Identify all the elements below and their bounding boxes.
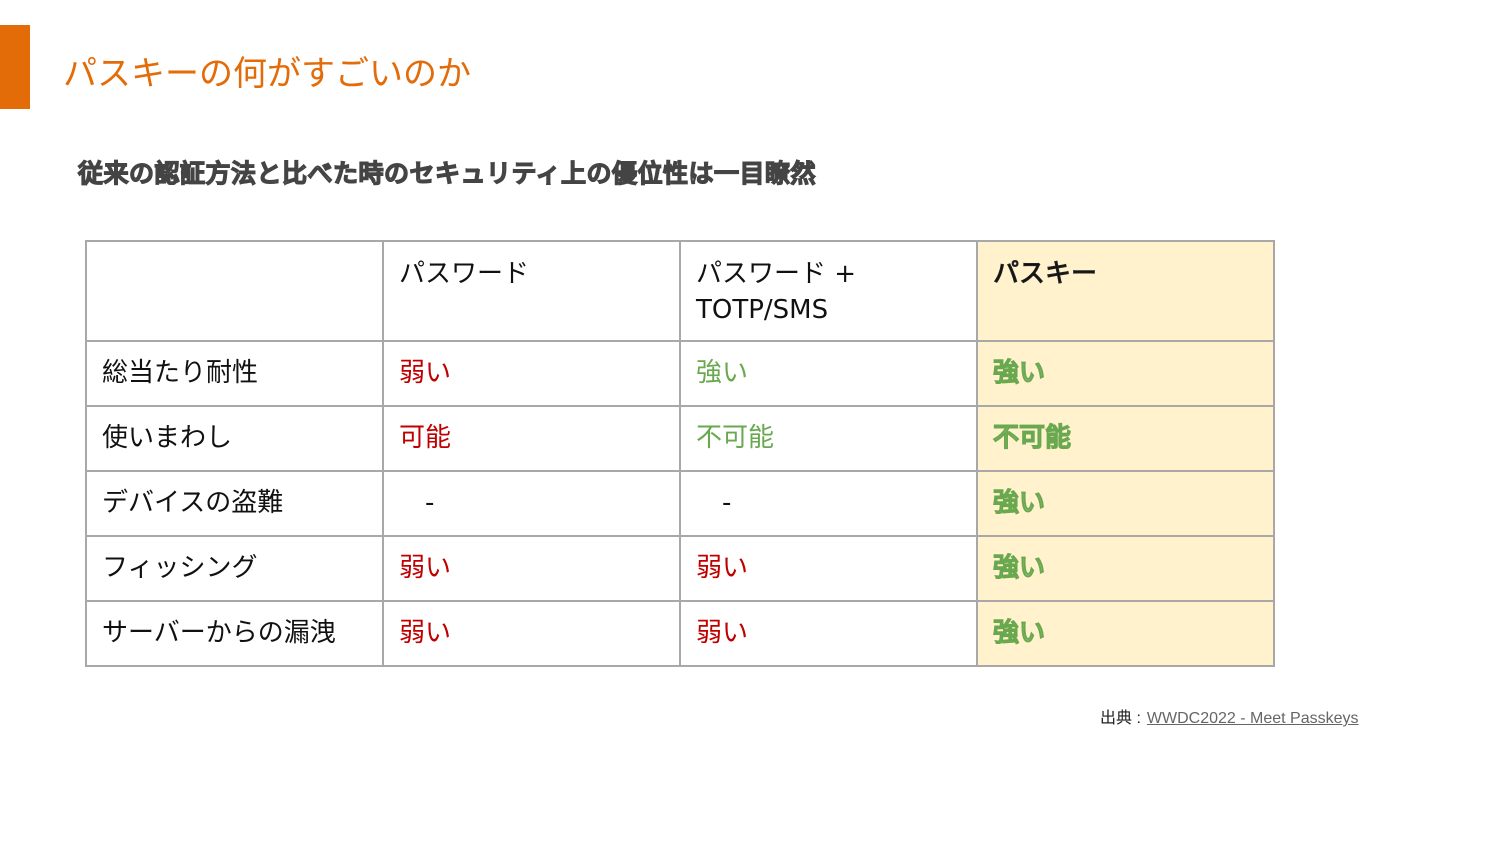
cell-password: 弱い [382,535,681,602]
slide-title: パスキーの何がすごいのか [63,54,471,94]
cell-passkey: 強い [976,340,1275,407]
cell-passkey-value: 強い [992,618,1046,649]
header-passkey-text: パスキー [992,259,1098,290]
row-label: サーバーからの漏洩 [85,600,384,667]
accent-bar [0,25,30,109]
source-link[interactable]: WWDC2022 - Meet Passkeys [1146,710,1359,727]
header-cell-passkey: パスキー [976,240,1275,342]
row-label: 総当たり耐性 [85,340,384,407]
table-row: 使いまわし 可能 不可能 不可能 [85,405,1275,472]
slide-subtitle: 従来の認証方法と比べた時のセキュリティ上の優位性は一目瞭然 [77,158,817,188]
cell-password-totp: 強い [679,340,978,407]
source-citation: 出典 : WWDC2022 - Meet Passkeys [1100,707,1359,731]
source-prefix: 出典 : [1100,710,1141,727]
table-row: デバイスの盗難 - - 強い [85,470,1275,537]
cell-passkey: 強い [976,535,1275,602]
cell-password: 可能 [382,405,681,472]
cell-passkey-value: 強い [992,358,1046,389]
header-cell-password-totp: パスワード + TOTP/SMS [679,240,978,342]
cell-dash: - [425,488,435,518]
cell-dash: - [722,488,732,518]
cell-password: 弱い [382,600,681,667]
cell-passkey: 強い [976,600,1275,667]
comparison-table: パスワード パスワード + TOTP/SMS パスキー 総当たり耐性 弱い 強い… [85,240,1275,667]
cell-password-totp: 弱い [679,600,978,667]
table-row: サーバーからの漏洩 弱い 弱い 強い [85,600,1275,667]
row-label: 使いまわし [85,405,384,472]
header-cell-password: パスワード [382,240,681,342]
cell-password-totp: 不可能 [679,405,978,472]
cell-passkey-value: 強い [992,488,1046,519]
header-password-totp-text: パスワード + TOTP/SMS [696,259,857,325]
header-cell-empty [85,240,384,342]
cell-password: 弱い [382,340,681,407]
table-row: フィッシング 弱い 弱い 強い [85,535,1275,602]
cell-passkey-value: 強い [992,553,1046,584]
table-header-row: パスワード パスワード + TOTP/SMS パスキー [85,240,1275,342]
row-label: フィッシング [85,535,384,602]
cell-passkey: 強い [976,470,1275,537]
cell-password-totp: 弱い [679,535,978,602]
row-label: デバイスの盗難 [85,470,384,537]
cell-passkey-value: 不可能 [992,423,1072,454]
cell-passkey: 不可能 [976,405,1275,472]
cell-password: - [382,470,681,537]
table-row: 総当たり耐性 弱い 強い 強い [85,340,1275,407]
cell-password-totp: - [679,470,978,537]
